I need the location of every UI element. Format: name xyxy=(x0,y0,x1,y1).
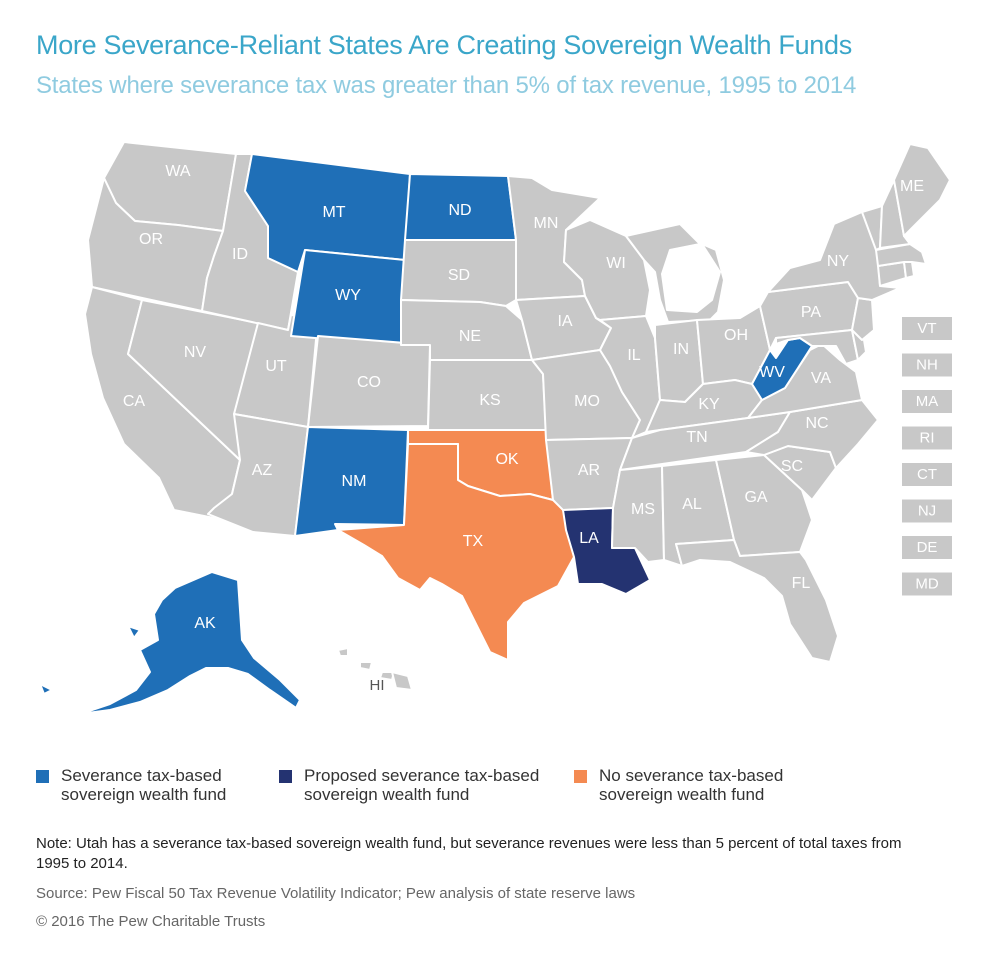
label-ut: UT xyxy=(265,358,287,375)
legend-item-no-fund: No severance tax-based sovereign wealth … xyxy=(574,766,809,804)
label-ca: CA xyxy=(123,393,146,410)
label-sd: SD xyxy=(448,267,470,284)
small-state-box-de xyxy=(902,536,952,559)
legend-label-severance-fund: Severance tax-based sovereign wealth fun… xyxy=(61,766,227,804)
label-ne: NE xyxy=(459,328,481,345)
legend-item-proposed-fund: Proposed severance tax-based sovereign w… xyxy=(279,766,564,804)
us-map: WA OR CA ID NV UT AZ MT WY CO NM ND SD N… xyxy=(39,141,952,715)
state-me xyxy=(893,143,951,237)
map-subtitle: States where severance tax was greater t… xyxy=(36,72,857,99)
label-pa: PA xyxy=(801,304,821,321)
source-line: Source: Pew Fiscal 50 Tax Revenue Volati… xyxy=(36,885,636,902)
label-co: CO xyxy=(357,374,381,391)
label-wi: WI xyxy=(606,255,626,272)
small-state-label-ct: CT xyxy=(917,466,937,483)
legend: Severance tax-based sovereign wealth fun… xyxy=(0,766,990,806)
label-sc: SC xyxy=(781,458,803,475)
state-mi xyxy=(625,223,725,323)
label-in: IN xyxy=(673,341,689,358)
label-mo: MO xyxy=(574,393,600,410)
small-state-label-nh: NH xyxy=(916,356,938,373)
small-state-box-ct xyxy=(902,463,952,486)
label-fl: FL xyxy=(792,575,811,592)
label-ok: OK xyxy=(495,451,518,468)
label-nv: NV xyxy=(184,344,207,361)
label-oh: OH xyxy=(724,327,748,344)
label-ia: IA xyxy=(557,313,572,330)
copyright-line: © 2016 The Pew Charitable Trusts xyxy=(36,913,266,930)
small-state-box-ri xyxy=(902,426,952,450)
state-hi-4 xyxy=(391,671,413,691)
label-la: LA xyxy=(579,530,599,547)
small-state-label-md: MD xyxy=(915,575,938,592)
label-ak: AK xyxy=(194,615,216,632)
state-nc xyxy=(745,399,879,469)
label-az: AZ xyxy=(252,462,273,479)
label-tx: TX xyxy=(463,533,484,550)
small-state-label-de: DE xyxy=(917,539,938,556)
label-ks: KS xyxy=(479,392,500,409)
state-hi-1 xyxy=(337,647,349,657)
legend-label-proposed-fund: Proposed severance tax-based sovereign w… xyxy=(304,766,540,804)
state-tx xyxy=(337,443,575,661)
state-hi-2 xyxy=(359,661,373,671)
small-state-label-vt: VT xyxy=(917,320,936,337)
map-title: More Severance-Reliant States Are Creati… xyxy=(36,30,852,60)
label-id: ID xyxy=(232,246,248,263)
small-state-boxes: VT NH MA RI CT NJ DE MD xyxy=(902,317,952,596)
legend-item-severance-fund: Severance tax-based sovereign wealth fun… xyxy=(36,766,271,804)
state-ma xyxy=(875,243,927,267)
small-state-label-ri: RI xyxy=(920,429,935,446)
small-state-label-ma: MA xyxy=(916,393,939,410)
label-mn: MN xyxy=(534,215,559,232)
state-ak xyxy=(79,571,301,715)
label-al: AL xyxy=(682,496,702,513)
small-state-box-vt xyxy=(902,317,952,340)
label-me: ME xyxy=(900,178,924,195)
small-state-box-md xyxy=(902,572,952,596)
state-ak-island-a xyxy=(39,683,53,695)
state-in xyxy=(654,319,704,403)
small-state-box-nh xyxy=(902,353,952,377)
label-tn: TN xyxy=(686,429,707,446)
label-or: OR xyxy=(139,231,163,248)
label-wv: WV xyxy=(759,364,785,381)
label-va: VA xyxy=(811,370,831,387)
label-nd: ND xyxy=(448,202,471,219)
small-state-box-ma xyxy=(902,390,952,413)
label-ny: NY xyxy=(827,253,850,270)
label-wy: WY xyxy=(335,287,361,304)
small-state-box-nj xyxy=(902,499,952,523)
state-il xyxy=(599,315,661,439)
legend-label-no-fund: No severance tax-based sovereign wealth … xyxy=(599,766,784,804)
small-state-label-nj: NJ xyxy=(918,502,936,519)
label-mi: MI xyxy=(692,279,710,296)
label-ky: KY xyxy=(698,396,720,413)
footnote: Note: Utah has a severance tax-based sov… xyxy=(36,835,902,872)
state-ak-island-b xyxy=(127,625,141,639)
state-ri xyxy=(903,261,915,279)
legend-swatch-no-fund xyxy=(574,770,587,783)
label-wa: WA xyxy=(165,163,191,180)
label-ar: AR xyxy=(578,462,600,479)
label-nm: NM xyxy=(342,473,367,490)
label-ga: GA xyxy=(744,489,767,506)
state-hi-3 xyxy=(379,671,395,681)
legend-swatch-proposed-fund xyxy=(279,770,292,783)
state-fl xyxy=(675,539,839,663)
label-mt: MT xyxy=(322,204,345,221)
legend-swatch-severance-fund xyxy=(36,770,49,783)
label-nc: NC xyxy=(805,415,828,432)
label-il: IL xyxy=(627,347,640,364)
label-ms: MS xyxy=(631,501,655,518)
label-hi: HI xyxy=(370,677,385,694)
